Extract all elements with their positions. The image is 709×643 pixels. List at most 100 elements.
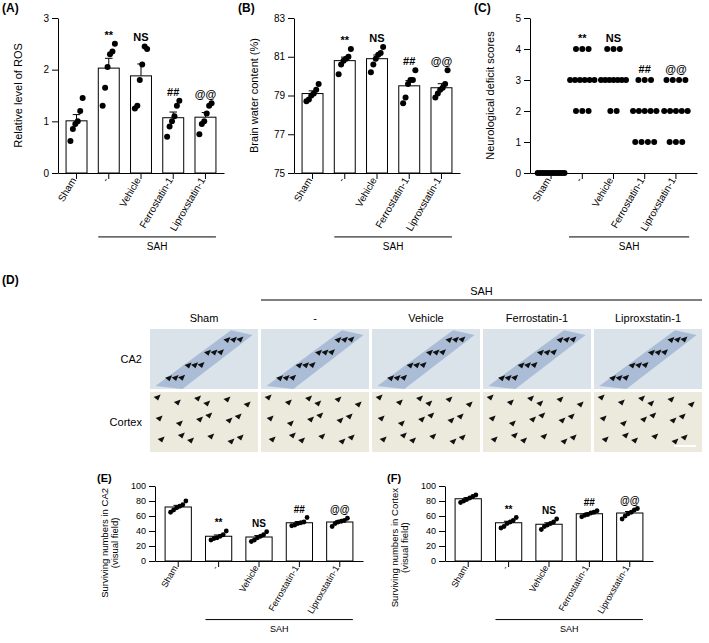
point <box>636 108 642 114</box>
point <box>586 108 592 114</box>
plot: 012345Sham-VehicleFerrostatin-1Liproxsta… <box>515 13 697 252</box>
y-axis-title: Neurological deficit scores <box>484 31 496 160</box>
annotation: NS <box>133 31 148 43</box>
point <box>171 113 177 119</box>
annotation: ** <box>340 34 349 46</box>
arrowhead <box>267 416 274 422</box>
x-tick-mark <box>675 173 676 179</box>
arrowhead <box>235 414 242 420</box>
group-line <box>261 300 702 301</box>
arrowhead <box>618 400 625 406</box>
micrograph <box>150 329 258 389</box>
arrowhead <box>426 350 433 356</box>
y-tick: 20 <box>426 541 445 551</box>
micrograph <box>261 329 369 389</box>
cell-layer <box>155 330 252 389</box>
group-line <box>495 619 642 620</box>
arrowhead <box>511 433 518 439</box>
x-tick-mark <box>108 173 109 179</box>
y-tick-mark <box>52 173 58 174</box>
point <box>651 139 657 145</box>
arrowhead <box>338 439 345 445</box>
bar <box>334 61 355 173</box>
bar <box>195 117 216 173</box>
group-label: SAH <box>147 241 168 252</box>
y-tick-label: 0 <box>43 168 49 179</box>
arrowhead <box>681 435 688 441</box>
arrowhead <box>165 375 172 381</box>
point <box>679 139 685 145</box>
arrowhead <box>429 434 436 440</box>
y-tick: 1 <box>43 116 58 127</box>
arrowhead <box>191 362 198 368</box>
plot: 7577798183Sham-VehicleFerrostatin-1Lipro… <box>274 13 461 252</box>
arrowhead <box>445 397 452 403</box>
arrowhead <box>400 433 407 439</box>
arrowhead <box>622 433 629 439</box>
arrowhead <box>314 401 321 407</box>
point <box>579 46 585 52</box>
group-label: SAH <box>470 285 493 297</box>
point <box>673 108 679 114</box>
x-tick: Sham <box>56 173 79 204</box>
point <box>653 108 659 114</box>
y-axis: 020406080100 <box>421 481 446 566</box>
y-tick: 2 <box>515 106 530 117</box>
y-tick-label: 60 <box>426 511 436 521</box>
x-tick-mark <box>613 173 614 179</box>
x-tick: - <box>500 561 510 571</box>
arrowhead <box>346 414 353 420</box>
point <box>400 100 406 106</box>
arrowhead <box>237 435 244 441</box>
plot: 020406080100Sham-VehicleFerrostatin-1Lip… <box>421 481 654 633</box>
point <box>573 46 579 52</box>
point <box>345 54 351 60</box>
arrowhead <box>550 349 557 355</box>
y-tick: 40 <box>426 526 445 536</box>
y-axis: 020406080100 <box>131 481 156 566</box>
arrowhead <box>336 418 343 424</box>
arrowhead <box>387 375 394 381</box>
point <box>167 124 173 130</box>
y-tick-mark <box>439 531 445 532</box>
arrowhead <box>620 421 627 427</box>
point <box>368 69 374 75</box>
point <box>642 77 648 83</box>
arrowhead <box>661 349 668 355</box>
arrowhead <box>439 349 446 355</box>
annotation: @@ <box>195 88 217 100</box>
y-tick: 4 <box>515 44 530 55</box>
y-tick-label: 2 <box>515 106 521 117</box>
y-tick-label: 40 <box>426 526 436 536</box>
arrowhead <box>642 362 649 368</box>
x-tick-label: Sham <box>159 564 179 589</box>
arrowhead <box>409 438 416 444</box>
error-bar-cap <box>169 112 177 113</box>
x-tick: Ferrostatin-1 <box>373 173 411 230</box>
arrowhead <box>598 395 605 401</box>
arrowhead <box>459 435 466 441</box>
arrowhead <box>556 337 563 343</box>
x-tick-mark <box>508 561 509 567</box>
arrowhead <box>507 400 514 406</box>
y-tick-mark <box>288 173 294 174</box>
bar <box>495 523 521 561</box>
annotation: @@ <box>620 495 640 506</box>
arrowhead <box>176 421 183 427</box>
point <box>264 529 269 534</box>
annotation: ** <box>505 504 513 515</box>
arrowhead <box>425 401 432 407</box>
bar <box>163 118 184 173</box>
y-tick: 80 <box>136 496 155 506</box>
x-tick-mark <box>551 173 552 179</box>
point <box>579 108 585 114</box>
point <box>370 62 376 68</box>
group-label: SAH <box>383 241 404 252</box>
arrowhead <box>328 349 335 355</box>
bar <box>431 88 452 173</box>
y-tick: 81 <box>274 51 294 62</box>
x-tick-mark <box>582 173 583 179</box>
point <box>144 46 150 52</box>
x-tick-mark <box>312 173 313 179</box>
arrowhead <box>223 337 230 343</box>
